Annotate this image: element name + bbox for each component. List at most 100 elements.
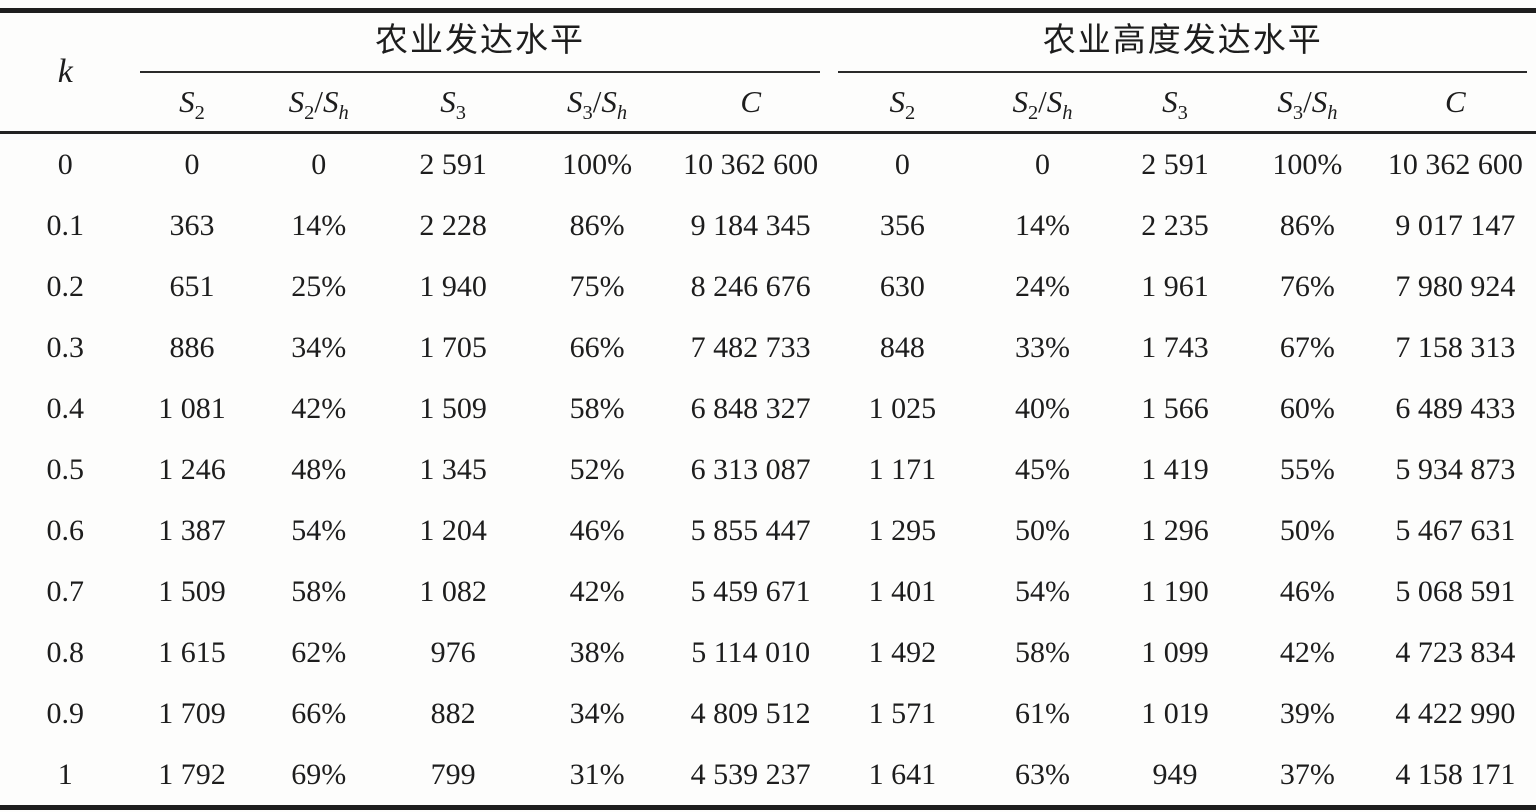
- data-cell: 48%: [291, 452, 347, 486]
- data-cell: 76%: [1279, 269, 1335, 303]
- column-header-developed-s3: S3: [383, 73, 523, 134]
- data-cell: 54%: [1014, 574, 1070, 608]
- data-cell: 4 422 990: [1395, 696, 1516, 730]
- data-cell: 67%: [1279, 330, 1335, 364]
- data-cell: 54%: [291, 513, 347, 547]
- data-cell: 7 980 924: [1395, 269, 1516, 303]
- data-cell: 100%: [1272, 147, 1343, 181]
- data-cell: 848: [879, 330, 925, 364]
- table-row: 0.6 1 387 54% 1 204 46% 5 855 447 1 295 50% 1 29…: [0, 500, 1536, 561]
- data-cell: 2 235: [1141, 208, 1209, 242]
- data-cell: 34%: [291, 330, 347, 364]
- data-cell: 46%: [569, 513, 625, 547]
- data-cell: 1 509: [158, 574, 226, 608]
- data-cell: 45%: [1014, 452, 1070, 486]
- data-cell: 66%: [569, 330, 625, 364]
- k-cell: 0.3: [46, 330, 85, 364]
- data-cell: 4 539 237: [690, 757, 811, 791]
- data-cell: 1 296: [1141, 513, 1209, 547]
- data-cell: 55%: [1279, 452, 1335, 486]
- data-cell: 7 158 313: [1395, 330, 1516, 364]
- column-header-highly-developed-c: C: [1374, 73, 1536, 134]
- data-cell: 5 934 873: [1395, 452, 1516, 486]
- group-header-developed: 农业发达水平: [131, 11, 830, 73]
- table-row: 0.1 363 14% 2 228 86% 9 184 345 356 14% 2 235 86%…: [0, 195, 1536, 256]
- column-header-highly-developed-s3-sh: S3/Sh: [1240, 73, 1375, 134]
- k-cell: 0.6: [46, 513, 85, 547]
- data-cell: 1 566: [1141, 391, 1209, 425]
- data-cell: 1 509: [419, 391, 487, 425]
- sub-header-row: S2 S2/Sh S3 S3/Sh C S2 S2/Sh S3 S3/Sh C: [0, 73, 1536, 134]
- data-cell: 0: [1034, 147, 1050, 181]
- data-cell: 1 082: [419, 574, 487, 608]
- data-cell: 5 459 671: [690, 574, 811, 608]
- data-cell: 1 025: [868, 391, 937, 425]
- data-cell: 10 362 600: [683, 147, 819, 181]
- data-cell: 1 387: [158, 513, 226, 547]
- data-cell: 39%: [1279, 696, 1335, 730]
- data-cell: 1 705: [419, 330, 487, 364]
- k-cell: 0.2: [46, 269, 85, 303]
- data-cell: 0: [184, 147, 200, 181]
- group-header-developed-label: 农业发达水平: [139, 13, 821, 73]
- table-row: 0.5 1 246 48% 1 345 52% 6 313 087 1 171 45% 1 41…: [0, 439, 1536, 500]
- data-cell: 86%: [1279, 208, 1335, 242]
- k-column-header: k: [0, 10, 131, 134]
- table-row: 1 1 792 69% 799 31% 4 539 237 1 641 63% 949 37% 4 …: [0, 744, 1536, 808]
- group-header-row: k 农业发达水平 农业高度发达水平: [0, 10, 1536, 134]
- data-cell: 1 204: [419, 513, 487, 547]
- data-cell: 2 591: [419, 147, 487, 181]
- data-cell: 363: [169, 208, 215, 242]
- data-cell: 976: [430, 635, 476, 669]
- k-cell: 0.5: [46, 452, 85, 486]
- k-cell: 0.4: [46, 391, 85, 425]
- data-cell: 882: [430, 696, 476, 730]
- data-cell: 6 313 087: [690, 452, 811, 486]
- data-cell: 1 743: [1141, 330, 1209, 364]
- data-cell: 1 571: [868, 696, 937, 730]
- data-cell: 31%: [569, 757, 625, 791]
- data-cell: 5 855 447: [690, 513, 811, 547]
- data-cell: 356: [879, 208, 925, 242]
- data-cell: 7 482 733: [690, 330, 811, 364]
- data-cell: 9 184 345: [690, 208, 811, 242]
- data-cell: 34%: [569, 696, 625, 730]
- group-header-highly-developed-label: 农业高度发达水平: [838, 13, 1527, 73]
- data-cell: 4 723 834: [1395, 635, 1516, 669]
- data-cell: 38%: [569, 635, 625, 669]
- data-cell: 1 940: [419, 269, 487, 303]
- table-row: 0 0 0 2 591 100% 10 362 600 0 0 2 591 100% 10 362 …: [0, 133, 1536, 196]
- data-cell: 62%: [291, 635, 347, 669]
- data-cell: 1 492: [868, 635, 937, 669]
- data-cell: 1 345: [419, 452, 487, 486]
- data-cell: 63%: [1014, 757, 1070, 791]
- data-cell: 46%: [1279, 574, 1335, 608]
- table-row: 0.9 1 709 66% 882 34% 4 809 512 1 571 61% 1 019 3…: [0, 683, 1536, 744]
- data-cell: 42%: [1279, 635, 1335, 669]
- k-cell: 0: [57, 147, 73, 181]
- data-cell: 42%: [569, 574, 625, 608]
- data-cell: 1 641: [868, 757, 937, 791]
- data-cell: 25%: [291, 269, 347, 303]
- data-cell: 10 362 600: [1387, 147, 1523, 181]
- data-cell: 1 295: [868, 513, 937, 547]
- data-cell: 60%: [1279, 391, 1335, 425]
- table-row: 0.3 886 34% 1 705 66% 7 482 733 848 33% 1 743 67%…: [0, 317, 1536, 378]
- column-header-developed-s2: S2: [130, 73, 254, 134]
- agriculture-scenario-table: k 农业发达水平 农业高度发达水平 S2 S2/Sh S3 S3/Sh C S2 S2/Sh…: [0, 8, 1536, 810]
- data-cell: 949: [1152, 757, 1198, 791]
- data-cell: 24%: [1014, 269, 1070, 303]
- column-header-developed-c: C: [671, 73, 830, 134]
- data-cell: 75%: [569, 269, 625, 303]
- data-cell: 1 246: [158, 452, 226, 486]
- column-header-highly-developed-s2-sh: S2/Sh: [975, 73, 1110, 134]
- data-cell: 651: [169, 269, 215, 303]
- data-cell: 4 809 512: [690, 696, 811, 730]
- data-cell: 886: [169, 330, 215, 364]
- data-cell: 1 961: [1141, 269, 1209, 303]
- data-cell: 58%: [1014, 635, 1070, 669]
- table-row: 0.4 1 081 42% 1 509 58% 6 848 327 1 025 40% 1 56…: [0, 378, 1536, 439]
- table-row: 0.2 651 25% 1 940 75% 8 246 676 630 24% 1 961 76%…: [0, 256, 1536, 317]
- k-cell: 0.1: [46, 208, 85, 242]
